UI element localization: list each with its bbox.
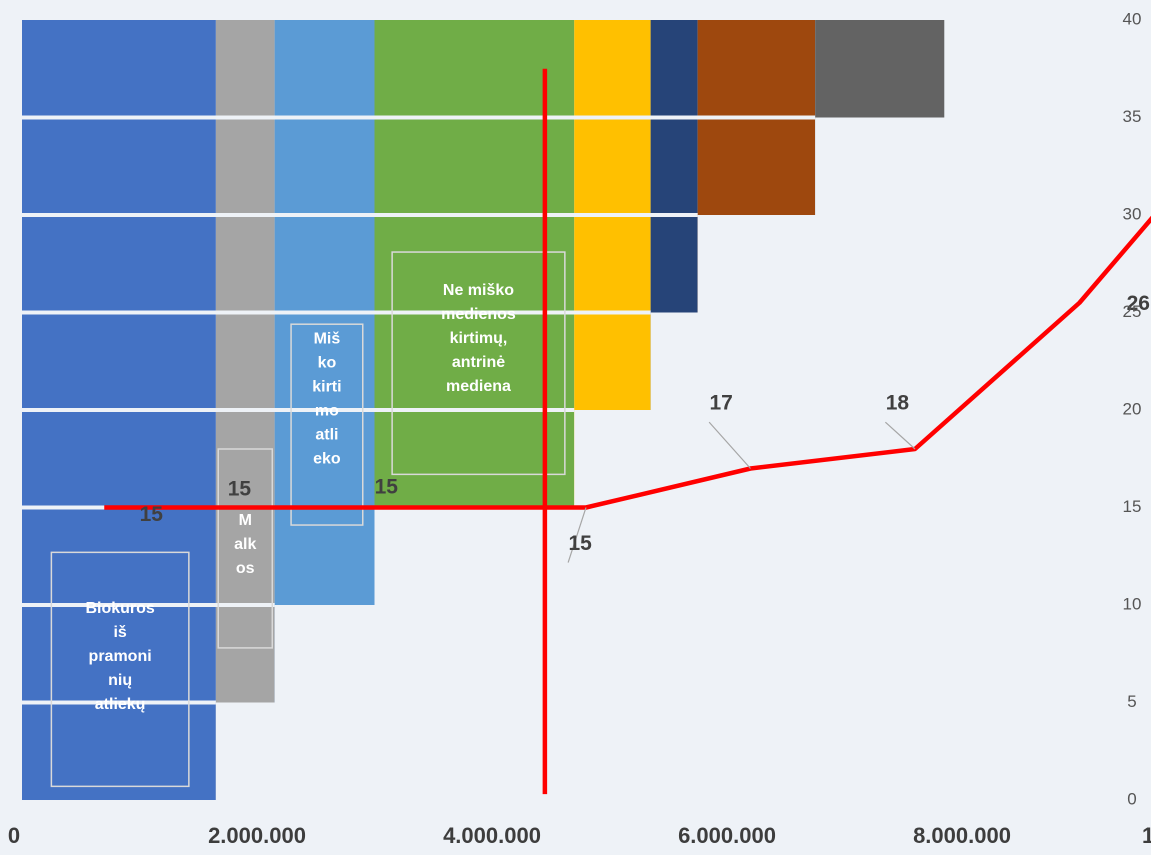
category-label-line: kirtimų, [450, 330, 508, 347]
y-tick-label: 30 [1123, 204, 1142, 223]
category-label-line: antrinė [452, 354, 505, 371]
category-label-line: medienos [441, 306, 516, 323]
x-axis-ticks: 0 2.000.000 4.000.000 6.000.000 8.000.000 10.… [8, 823, 1151, 848]
category-label-line: Miš [314, 331, 341, 348]
category-label-line: M [239, 512, 252, 529]
category-label-line: alk [234, 536, 256, 553]
band-mask-3 [574, 410, 1151, 508]
band-mask-2 [374, 507, 1151, 605]
category-label-line: atliekų [95, 696, 146, 713]
category-label-0: Biokuros iš pramoni nių atliekų [85, 600, 154, 713]
y-tick-label: 15 [1123, 497, 1142, 516]
y-tick-label: 10 [1123, 594, 1142, 613]
y-tick-label: 40 [1123, 9, 1142, 28]
point-label-2: 15 [375, 476, 399, 499]
x-tick-label: 4.000.000 [443, 823, 541, 848]
category-label-line: Ne miško [443, 282, 514, 299]
point-label-3: 15 [568, 532, 592, 555]
category-label-line: eko [313, 451, 341, 468]
category-box-0 [50, 551, 190, 788]
label-leader-4 [708, 421, 751, 469]
y-tick-label: 25 [1123, 302, 1142, 321]
band-separators [22, 20, 1151, 800]
category-label-line: ko [318, 355, 337, 372]
category-label-line: iš [113, 624, 126, 641]
category-label-line: os [236, 560, 255, 577]
band-mask-7 [944, 20, 1151, 118]
category-label-line: nių [108, 672, 132, 689]
category-box-2 [290, 323, 364, 526]
band-mask-5 [697, 215, 1151, 313]
x-tick-label: 0 [8, 823, 20, 848]
category-label-line: kirti [312, 379, 341, 396]
x-tick-label: 8.000.000 [913, 823, 1011, 848]
category-label-2: Miš ko kirti mo atli eko [312, 331, 341, 468]
band-mask-4 [650, 312, 1151, 410]
category-box-3 [391, 251, 566, 476]
category-label-line: pramoni [89, 648, 152, 665]
point-label-0: 15 [140, 503, 164, 526]
category-label-line: mo [315, 403, 339, 420]
label-leader-3 [567, 507, 587, 563]
y-tick-label: 35 [1123, 107, 1142, 126]
category-label-line: medienа [446, 378, 511, 395]
point-labels: 1515151517182635 [140, 292, 1150, 563]
point-label-4: 17 [709, 392, 732, 415]
y-tick-label: 5 [1127, 692, 1136, 711]
band-mask-0 [215, 702, 1151, 800]
x-tick-label: 10.000.000 [1142, 823, 1151, 848]
band-mask-6 [815, 117, 1151, 215]
y-tick-label: 0 [1127, 789, 1136, 808]
category-label-3: Ne miško medienos kirtimų, antrinė medienа [441, 282, 516, 395]
category-boxes: Biokuros iš pramoni nių atliekų M alk os Miš ko ki… [50, 251, 566, 788]
y-tick-label: 20 [1123, 399, 1142, 418]
band-mask-1 [274, 605, 1151, 703]
category-label-line: atli [315, 427, 338, 444]
x-tick-label: 6.000.000 [678, 823, 776, 848]
x-tick-label: 2.000.000 [208, 823, 306, 848]
point-label-6: 26 [1127, 292, 1150, 315]
category-label-line: Biokuros [85, 600, 154, 617]
category-box-1 [217, 448, 274, 649]
point-label-5: 18 [886, 392, 910, 415]
point-label-1: 15 [228, 477, 252, 500]
y-axis-ticks: 0 5 10 15 20 25 30 35 40 [1123, 9, 1142, 808]
label-leader-5 [884, 421, 916, 450]
